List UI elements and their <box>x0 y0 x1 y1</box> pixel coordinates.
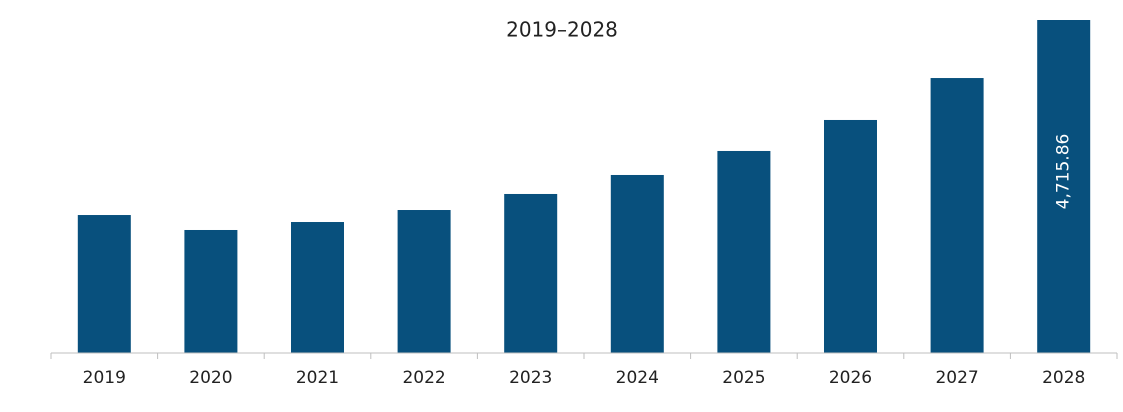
bar <box>930 78 984 354</box>
bar <box>77 215 131 353</box>
bar <box>291 222 344 353</box>
bar <box>717 150 771 353</box>
x-tick-label: 2025 <box>722 368 765 388</box>
bar <box>610 174 664 353</box>
value-label: 4,715.86 <box>1054 134 1074 210</box>
bar <box>1037 20 1091 353</box>
x-tick-label: 2023 <box>509 368 552 388</box>
x-tick-label: 2024 <box>616 368 659 388</box>
x-tick-label: 2022 <box>402 368 445 388</box>
bar <box>397 210 451 353</box>
x-tick-label: 2019 <box>83 368 126 388</box>
chart-title: 2019–2028 <box>506 18 618 42</box>
x-tick-label: 2020 <box>189 368 232 388</box>
bar <box>824 119 877 353</box>
bar <box>504 193 558 353</box>
x-tick-label: 2021 <box>296 368 339 388</box>
x-tick-label: 2027 <box>935 368 978 388</box>
x-tick-label: 2026 <box>829 368 872 388</box>
x-tick-label: 2028 <box>1042 368 1085 388</box>
bar <box>184 229 238 353</box>
